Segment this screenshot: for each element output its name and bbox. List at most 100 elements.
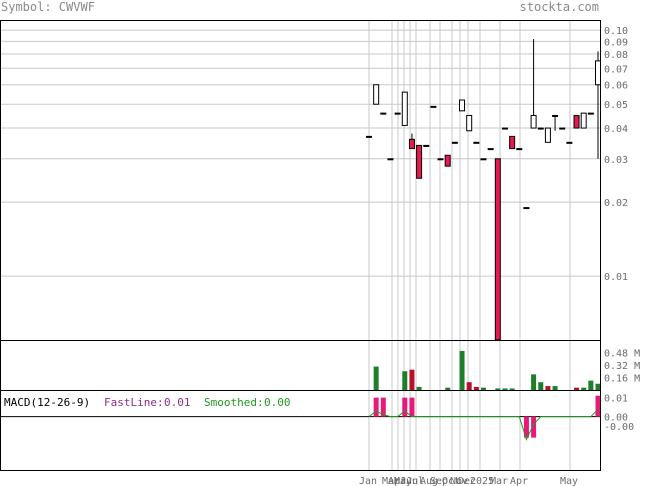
macd-tick-label: 0.00: [604, 413, 628, 424]
candle-body: [423, 144, 430, 147]
x-tick-label: Mar: [490, 476, 508, 486]
volume-bar: [409, 369, 415, 390]
macd-bar: [402, 397, 408, 417]
macd-smoothed-line: [368, 408, 599, 441]
candle-body: [430, 105, 437, 108]
macd-bar: [409, 397, 415, 417]
price-tick-label: 0.06: [604, 81, 628, 92]
price-panel: [366, 39, 601, 341]
candle-body: [573, 114, 580, 129]
volume-bar: [416, 386, 422, 390]
candle-body: [516, 148, 523, 151]
volume-bar: [574, 387, 580, 390]
volume-bar: [502, 388, 508, 390]
volume-tick-label: 0.16 M: [604, 374, 640, 385]
volume-bar: [402, 371, 408, 390]
candle-body: [580, 112, 587, 129]
site-name: stockta.com: [519, 0, 599, 14]
price-tick-label: 0.03: [604, 155, 628, 166]
candle-body: [366, 135, 372, 138]
volume-bar: [445, 387, 451, 390]
price-tick-label: 0.08: [604, 50, 628, 61]
x-tick-label: Apr: [388, 476, 406, 486]
volume-bar: [459, 350, 465, 390]
candle-body: [595, 60, 601, 86]
volume-bar: [588, 380, 594, 390]
macd-bar: [595, 395, 601, 417]
candle-body: [501, 127, 508, 130]
x-tick-label: Nov: [450, 476, 468, 486]
candle-body: [387, 158, 394, 161]
x-tick-label: Oct: [442, 476, 460, 486]
smoothed-label: Smoothed:: [204, 396, 264, 409]
x-tick-label: Dec: [458, 476, 476, 486]
candle-body: [401, 91, 408, 126]
candle-body: [587, 112, 594, 115]
volume-bar: [466, 382, 472, 390]
macd-panel: [0, 395, 601, 441]
axis-labels: 0.100.09 0.08 0.07 0.06 0.05 0.04 0.03 0.02 0.01…: [359, 26, 640, 486]
x-tick-label: Jul: [406, 476, 424, 486]
x-tick-label: Mar: [382, 476, 400, 486]
price-tick-label: 0.02: [604, 198, 628, 209]
price-tick-label: 0.01: [604, 272, 628, 283]
candle-body: [394, 112, 401, 115]
candle-body: [494, 158, 501, 341]
x-tick-label: Aug: [420, 476, 438, 486]
macd-tick-label: -0.00: [604, 422, 634, 433]
candle-body: [466, 114, 473, 132]
candle-body: [544, 127, 551, 143]
volume-bar: [495, 388, 501, 390]
fastline-value: 0.01: [164, 396, 191, 409]
volume-bar: [581, 387, 587, 390]
volume-bar: [373, 366, 379, 390]
fastline-label: FastLine:: [104, 396, 164, 409]
candle-body: [408, 138, 415, 150]
candle-body: [437, 158, 444, 161]
candle-body: [487, 148, 494, 151]
symbol-label: Symbol: CWVWF: [1, 0, 95, 14]
candle-body: [480, 158, 487, 161]
x-tick-label: Jun: [400, 476, 418, 486]
macd-tick-label: 0.01: [604, 394, 628, 405]
candle-body: [373, 84, 380, 105]
volume-bar: [595, 383, 601, 390]
macd-title: MACD(12-26-9): [4, 396, 90, 409]
volume-bar: [552, 386, 558, 390]
candle-body: [523, 207, 530, 210]
volume-bar: [531, 374, 537, 390]
candle-body: [416, 144, 423, 179]
candle-body: [444, 154, 451, 167]
candle-body: [380, 112, 387, 115]
volume-bar: [509, 388, 515, 390]
volume-frame: [0, 340, 601, 391]
volume-tick-label: 0.48 M: [604, 349, 640, 360]
candle-body: [459, 99, 466, 112]
candle-body: [566, 141, 573, 144]
x-tick-label: Sep: [430, 476, 448, 486]
macd-bar: [531, 416, 537, 438]
macd-bar: [373, 397, 379, 417]
macd-bar: [523, 416, 529, 438]
price-tick-label: 0.05: [604, 100, 628, 111]
price-tick-label: 0.10: [604, 26, 628, 37]
macd-bar: [380, 397, 386, 417]
volume-tick-label: 0.32 M: [604, 361, 640, 372]
x-tick-label: 2025: [470, 476, 494, 486]
volume-bar: [473, 386, 479, 390]
x-tick-label: May: [560, 476, 578, 486]
macd-frame: [0, 390, 601, 471]
candle-body: [552, 114, 559, 117]
candle-body: [451, 141, 458, 144]
candle-body: [530, 114, 537, 129]
candle-body: [537, 127, 544, 130]
price-tick-label: 0.07: [604, 64, 628, 75]
volume-panel: [373, 350, 601, 390]
x-tick-label: Jan: [359, 476, 377, 486]
panel-frames: [0, 20, 601, 471]
volume-bar: [545, 386, 551, 390]
x-tick-label: May: [394, 476, 412, 486]
volume-bar: [481, 387, 486, 390]
smoothed-value: 0.00: [264, 396, 291, 409]
